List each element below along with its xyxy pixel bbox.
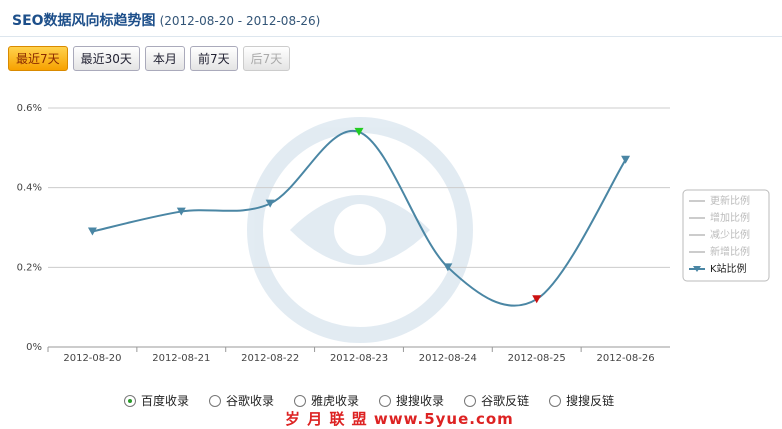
x-tick-label: 2012-08-22 [241, 353, 299, 364]
legend-box [682, 189, 770, 282]
option-row: 百度收录 谷歌收录 雅虎收录 搜搜收录 谷歌反链 搜搜反链 [124, 392, 614, 409]
radio-button[interactable] [464, 394, 477, 407]
point-marker [621, 155, 631, 164]
separator [0, 36, 782, 37]
radio-option[interactable]: 谷歌收录 [209, 392, 274, 409]
series-line [92, 129, 627, 307]
radio-button[interactable] [379, 394, 392, 407]
watermark-logo [247, 117, 473, 343]
range-button[interactable]: 最近7天 [8, 46, 68, 71]
option-label[interactable]: 搜搜反链 [566, 394, 615, 408]
radio-option[interactable]: 谷歌反链 [464, 392, 529, 409]
point-marker [87, 227, 97, 236]
legend-label[interactable]: 增加比例 [710, 211, 750, 224]
footer-watermark: 岁 月 联 盟 www.5yue.com [285, 410, 514, 428]
point-marker [354, 127, 364, 136]
radio-option[interactable]: 搜搜反链 [549, 392, 614, 409]
legend-label[interactable]: 更新比例 [710, 194, 750, 207]
x-tick-label: 2012-08-26 [597, 353, 655, 364]
point-marker [532, 295, 542, 304]
y-tick-label: 0.6% [17, 103, 42, 114]
legend-label[interactable]: 减少比例 [710, 228, 750, 241]
legend-label[interactable]: 新增比例 [710, 245, 750, 258]
y-tick-label: 0% [26, 342, 42, 353]
y-tick-label: 0.4% [17, 183, 42, 194]
button-row: 最近7天 最近30天 本月 前7天 后7天 [8, 46, 291, 71]
x-tick-label: 2012-08-20 [63, 353, 121, 364]
range-button[interactable]: 最近30天 [72, 46, 140, 71]
x-tick-label: 2012-08-24 [419, 353, 477, 364]
radio-option[interactable]: 雅虎收录 [294, 392, 359, 409]
point-marker [176, 207, 186, 216]
date-range: (2012-08-20 - 2012-08-26) [159, 14, 321, 28]
option-label[interactable]: 百度收录 [141, 394, 190, 408]
radio-button[interactable] [124, 394, 136, 407]
legend-label[interactable]: K站比例 [710, 262, 747, 275]
radio-button[interactable] [294, 394, 307, 407]
x-tick-label: 2012-08-21 [152, 353, 210, 364]
radio-option[interactable]: 百度收录 [124, 392, 189, 409]
point-marker [265, 199, 275, 208]
radio-button[interactable] [209, 394, 222, 407]
point-marker [443, 263, 453, 272]
legend-symbol [693, 266, 701, 272]
title-bar: SEO数据风向标趋势图 (2012-08-20 - 2012-08-26) [12, 10, 320, 30]
radio-option[interactable]: 搜搜收录 [379, 392, 444, 409]
x-tick-label: 2012-08-23 [330, 353, 388, 364]
option-label[interactable]: 搜搜收录 [396, 394, 445, 408]
option-label[interactable]: 谷歌反链 [481, 394, 530, 408]
option-label[interactable]: 谷歌收录 [226, 394, 275, 408]
range-button[interactable]: 本月 [144, 46, 185, 71]
range-button[interactable]: 前7天 [189, 46, 238, 71]
title: SEO数据风向标趋势图 [12, 13, 156, 29]
range-button: 后7天 [242, 46, 291, 71]
option-label[interactable]: 雅虎收录 [311, 394, 360, 408]
y-tick-label: 0.2% [17, 262, 42, 273]
radio-button[interactable] [549, 394, 562, 407]
x-tick-label: 2012-08-25 [508, 353, 566, 364]
